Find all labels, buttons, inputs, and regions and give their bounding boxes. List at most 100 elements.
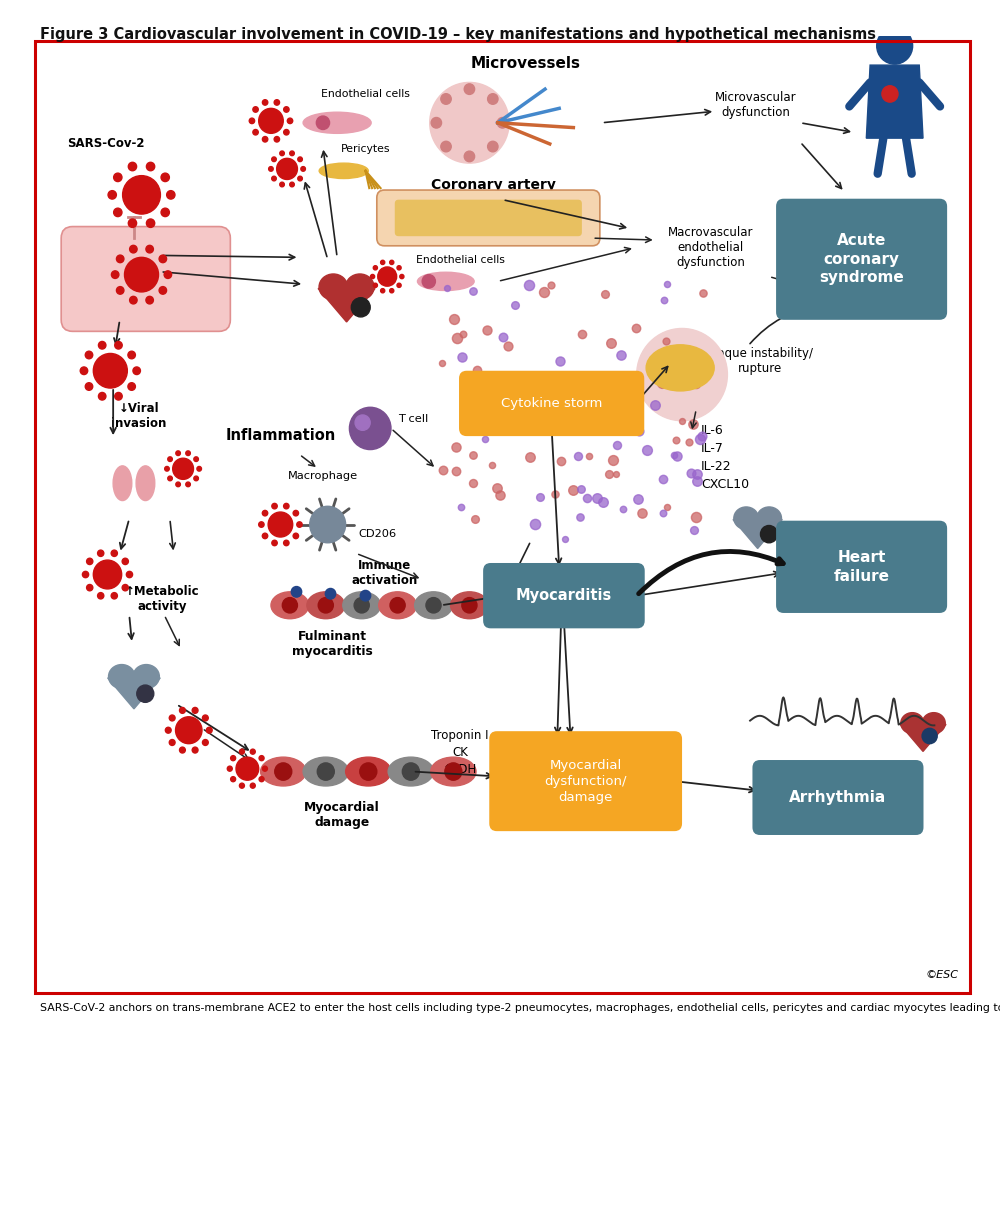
Circle shape	[275, 763, 292, 780]
Ellipse shape	[431, 757, 476, 786]
Ellipse shape	[271, 592, 309, 619]
Point	[558, 409, 574, 428]
Point	[668, 430, 684, 450]
Circle shape	[400, 274, 404, 278]
Circle shape	[262, 137, 268, 141]
Circle shape	[253, 106, 258, 112]
Circle shape	[116, 287, 124, 294]
Circle shape	[167, 191, 175, 199]
Circle shape	[180, 707, 185, 713]
Text: Microvascular
dysfunction: Microvascular dysfunction	[715, 92, 797, 120]
Text: T cell: T cell	[399, 413, 429, 424]
Circle shape	[259, 522, 264, 527]
Circle shape	[284, 106, 289, 112]
Circle shape	[373, 283, 377, 288]
Point	[658, 331, 674, 351]
Circle shape	[431, 117, 442, 128]
Circle shape	[297, 522, 302, 527]
Circle shape	[325, 589, 336, 598]
Text: Plaque instability/
rupture: Plaque instability/ rupture	[707, 347, 813, 375]
Circle shape	[922, 728, 937, 744]
Circle shape	[272, 177, 276, 181]
Point	[601, 464, 617, 484]
Circle shape	[192, 707, 198, 713]
Circle shape	[488, 94, 498, 104]
Circle shape	[122, 559, 128, 565]
Circle shape	[259, 109, 283, 133]
Circle shape	[293, 533, 299, 539]
Circle shape	[124, 258, 159, 291]
Circle shape	[180, 747, 185, 753]
Circle shape	[87, 559, 93, 565]
Point	[630, 490, 646, 509]
Ellipse shape	[646, 345, 714, 391]
Point	[434, 354, 450, 374]
Text: ↑Metabolic
activity: ↑Metabolic activity	[125, 584, 200, 613]
Point	[552, 351, 568, 370]
Circle shape	[108, 191, 116, 199]
Circle shape	[115, 393, 122, 400]
Circle shape	[402, 763, 419, 780]
FancyBboxPatch shape	[752, 760, 923, 835]
Circle shape	[146, 245, 153, 253]
Point	[659, 497, 675, 516]
Ellipse shape	[261, 757, 306, 786]
Circle shape	[293, 510, 299, 516]
Text: SARS-Cov-2: SARS-Cov-2	[67, 137, 144, 150]
Point	[536, 283, 552, 302]
Point	[669, 446, 685, 465]
FancyBboxPatch shape	[459, 371, 644, 436]
Point	[579, 488, 595, 508]
Point	[639, 440, 655, 459]
Circle shape	[354, 597, 369, 613]
Circle shape	[290, 183, 294, 187]
Point	[576, 392, 592, 411]
Circle shape	[206, 728, 212, 733]
Point	[449, 329, 465, 348]
Circle shape	[298, 157, 302, 162]
Circle shape	[284, 129, 289, 135]
Ellipse shape	[133, 665, 159, 689]
Circle shape	[497, 117, 508, 128]
Circle shape	[274, 99, 280, 105]
Circle shape	[159, 287, 167, 294]
Point	[605, 451, 621, 470]
Circle shape	[231, 776, 236, 782]
Point	[512, 406, 528, 426]
Circle shape	[272, 540, 277, 545]
FancyBboxPatch shape	[377, 190, 600, 245]
Circle shape	[272, 157, 276, 162]
Text: Endothelial cells: Endothelial cells	[321, 88, 410, 99]
Point	[465, 473, 481, 492]
Text: ↓Viral
invasion: ↓Viral invasion	[111, 401, 166, 429]
Circle shape	[250, 750, 255, 754]
Circle shape	[284, 503, 289, 509]
Ellipse shape	[343, 592, 381, 619]
Circle shape	[316, 116, 330, 129]
Point	[448, 438, 464, 457]
Circle shape	[390, 260, 394, 265]
Circle shape	[98, 550, 104, 556]
Text: Troponin I
CK
↑LDH: Troponin I CK ↑LDH	[431, 729, 489, 776]
Circle shape	[262, 510, 268, 516]
Circle shape	[231, 756, 236, 760]
Circle shape	[381, 289, 385, 293]
Circle shape	[351, 297, 370, 317]
Circle shape	[122, 584, 128, 591]
Circle shape	[169, 715, 175, 721]
Circle shape	[445, 763, 462, 780]
Point	[630, 404, 646, 423]
Circle shape	[202, 715, 208, 721]
Polygon shape	[733, 520, 782, 549]
Circle shape	[877, 28, 913, 64]
Ellipse shape	[307, 592, 345, 619]
Ellipse shape	[415, 592, 452, 619]
Circle shape	[98, 592, 104, 598]
Ellipse shape	[451, 592, 488, 619]
Circle shape	[360, 590, 371, 601]
Point	[695, 283, 711, 302]
Point	[484, 456, 500, 475]
Circle shape	[262, 99, 268, 105]
Circle shape	[422, 274, 435, 288]
Point	[631, 422, 647, 441]
